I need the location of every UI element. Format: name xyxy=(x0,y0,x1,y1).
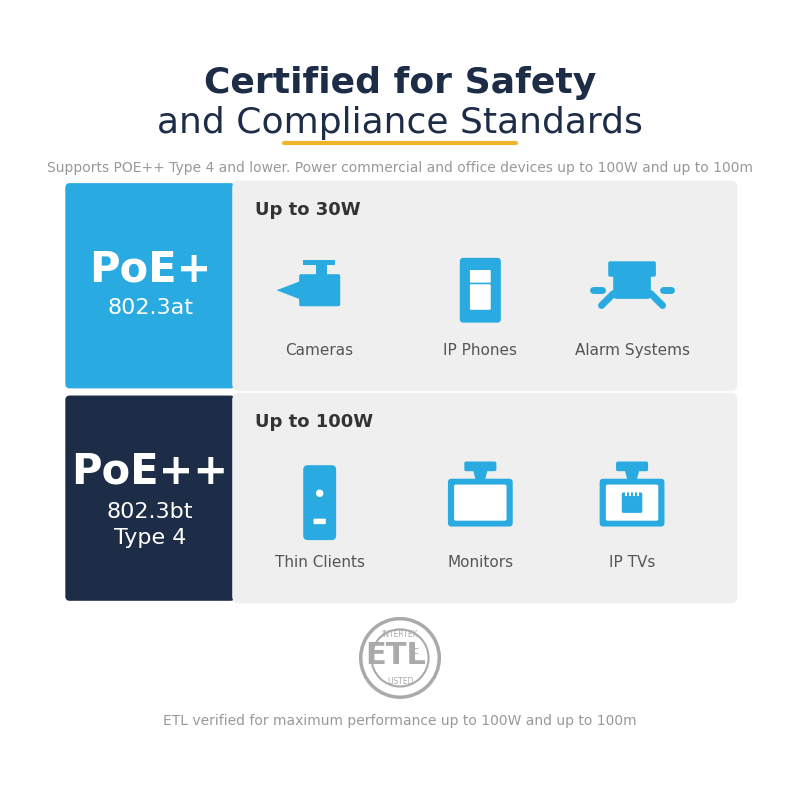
FancyBboxPatch shape xyxy=(299,274,340,306)
Polygon shape xyxy=(473,470,488,482)
Text: c: c xyxy=(412,646,418,656)
FancyBboxPatch shape xyxy=(614,270,651,299)
FancyBboxPatch shape xyxy=(470,284,490,310)
Text: Alarm Systems: Alarm Systems xyxy=(574,342,690,358)
FancyBboxPatch shape xyxy=(66,183,235,388)
Polygon shape xyxy=(625,470,639,482)
Text: Cameras: Cameras xyxy=(286,342,354,358)
FancyBboxPatch shape xyxy=(454,485,506,521)
FancyBboxPatch shape xyxy=(622,492,642,513)
Text: 802.3at: 802.3at xyxy=(107,298,193,318)
FancyBboxPatch shape xyxy=(600,478,665,526)
Text: Up to 100W: Up to 100W xyxy=(255,414,374,431)
FancyBboxPatch shape xyxy=(616,462,648,471)
Text: ETL verified for maximum performance up to 100W and up to 100m: ETL verified for maximum performance up … xyxy=(163,714,637,728)
Bar xyxy=(303,260,334,266)
Bar xyxy=(316,266,327,276)
Text: LISTED: LISTED xyxy=(386,677,414,686)
Text: 802.3bt: 802.3bt xyxy=(107,502,194,522)
FancyBboxPatch shape xyxy=(232,393,738,603)
Text: IP TVs: IP TVs xyxy=(609,555,655,570)
Text: ETL: ETL xyxy=(365,641,426,670)
Text: IP Phones: IP Phones xyxy=(443,342,518,358)
FancyBboxPatch shape xyxy=(470,270,490,282)
FancyBboxPatch shape xyxy=(460,258,501,322)
Text: PoE++: PoE++ xyxy=(71,450,229,492)
FancyBboxPatch shape xyxy=(448,478,513,526)
Text: Up to 30W: Up to 30W xyxy=(255,201,361,219)
Text: INTERTEK: INTERTEK xyxy=(382,630,418,639)
Circle shape xyxy=(316,490,323,497)
Text: Supports POE++ Type 4 and lower. Power commercial and office devices up to 100W : Supports POE++ Type 4 and lower. Power c… xyxy=(47,161,753,175)
Text: PoE+: PoE+ xyxy=(89,249,211,290)
FancyBboxPatch shape xyxy=(608,262,656,277)
FancyBboxPatch shape xyxy=(464,462,496,471)
FancyBboxPatch shape xyxy=(66,395,235,601)
Polygon shape xyxy=(277,281,301,299)
FancyBboxPatch shape xyxy=(232,181,738,391)
Text: Certified for Safety: Certified for Safety xyxy=(204,66,596,100)
FancyBboxPatch shape xyxy=(314,518,326,524)
Text: Type 4: Type 4 xyxy=(114,528,186,548)
FancyBboxPatch shape xyxy=(303,465,336,540)
Text: Monitors: Monitors xyxy=(447,555,514,570)
Text: and Compliance Standards: and Compliance Standards xyxy=(157,106,643,140)
Text: Thin Clients: Thin Clients xyxy=(274,555,365,570)
FancyBboxPatch shape xyxy=(606,485,658,521)
